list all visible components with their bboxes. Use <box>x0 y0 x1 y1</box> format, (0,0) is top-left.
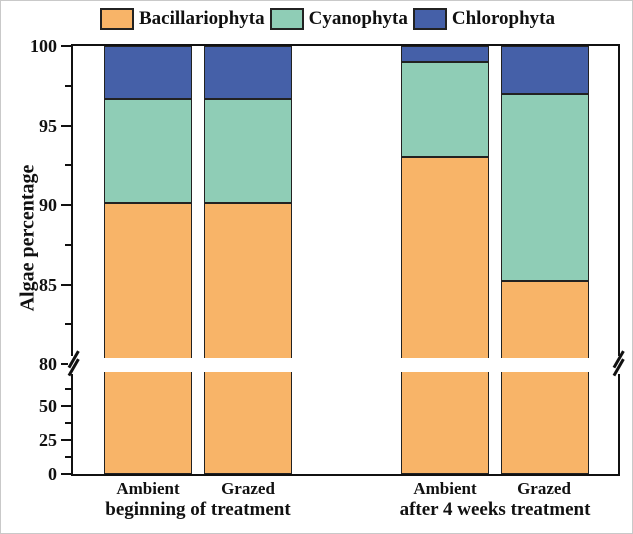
group-label-after-4-weeks: after 4 weeks treatment <box>399 499 591 520</box>
y-tick <box>61 363 71 366</box>
y-tick <box>61 473 71 476</box>
bar-segment-chlorophyta <box>104 46 192 99</box>
y-tick-label: 25 <box>39 430 57 450</box>
bar-segment-chlorophyta <box>204 46 292 99</box>
bar-segment-cyanophyta <box>104 98 192 204</box>
bar-segment-cyanophyta <box>401 61 489 158</box>
x-tick-label-grazed-1: Grazed <box>221 479 275 498</box>
legend-item-cyanophyta: Cyanophyta <box>269 8 408 30</box>
axis-break-band <box>74 358 617 372</box>
x-tick-label-grazed-2: Grazed <box>517 479 571 498</box>
y-minor-tick <box>65 456 71 458</box>
y-minor-tick <box>65 422 71 424</box>
y-minor-tick <box>65 323 71 326</box>
bar-segment-bacillariophyta <box>204 203 292 474</box>
y-tick-label: 85 <box>39 274 57 295</box>
bar-segment-bacillariophyta <box>104 203 192 474</box>
y-tick-label: 0 <box>48 464 57 484</box>
bar-segment-bacillariophyta <box>501 281 589 474</box>
y-tick <box>61 439 71 442</box>
bar-segment-cyanophyta <box>204 98 292 204</box>
y-tick-label: 100 <box>30 36 57 56</box>
bar-segment-chlorophyta <box>501 46 589 94</box>
legend-label-bacillariophyta: Bacillariophyta <box>139 8 265 29</box>
x-tick-label-ambient-1: Ambient <box>116 479 180 498</box>
bar-segment-cyanophyta <box>501 93 589 282</box>
legend-swatch-cyanophyta <box>269 8 304 30</box>
y-tick <box>61 204 71 207</box>
bar-segment-bacillariophyta <box>401 157 489 474</box>
y-tick-label: 50 <box>39 396 57 416</box>
legend: Bacillariophyta Cyanophyta Chlorophyta <box>100 8 560 30</box>
y-tick <box>61 124 71 127</box>
y-tick <box>61 45 71 48</box>
legend-item-chlorophyta: Chlorophyta <box>412 8 555 30</box>
y-tick <box>61 405 71 408</box>
legend-swatch-bacillariophyta <box>100 8 134 30</box>
y-tick-label: 80 <box>39 354 57 374</box>
legend-item-bacillariophyta: Bacillariophyta <box>100 8 265 30</box>
y-minor-tick <box>65 164 71 167</box>
y-minor-tick <box>65 243 71 246</box>
legend-swatch-chlorophyta <box>412 8 447 30</box>
group-label-beginning: beginning of treatment <box>105 499 291 520</box>
y-minor-tick <box>65 84 71 87</box>
legend-label-chlorophyta: Chlorophyta <box>451 8 555 29</box>
y-minor-tick <box>65 388 71 390</box>
bar-segment-chlorophyta <box>401 46 489 62</box>
y-tick <box>61 283 71 286</box>
y-tick-label: 95 <box>39 115 57 136</box>
x-tick-label-ambient-2: Ambient <box>413 479 477 498</box>
legend-label-cyanophyta: Cyanophyta <box>308 8 408 29</box>
y-tick-label: 90 <box>39 195 57 215</box>
